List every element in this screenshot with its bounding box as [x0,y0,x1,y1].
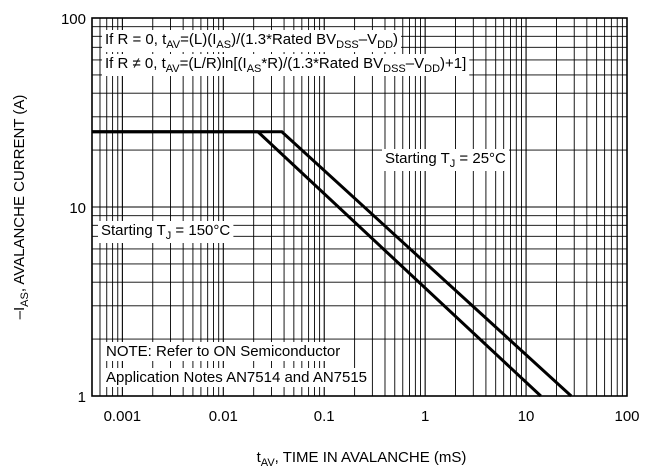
annotations: If R = 0, tAV=(L)(IAS)/(1.3*Rated BVDSS–… [101,31,506,386]
axis-labels: tAV, TIME IN AVALANCHE (mS) –IAS, AVALANC… [11,95,466,469]
label-tj-150: Starting TJ = 150°C [101,222,230,242]
x-axis-label: tAV, TIME IN AVALANCHE (mS) [257,449,467,469]
series-line-2 [92,130,542,398]
y-tick-label: 10 [69,200,86,217]
plot-border [91,17,628,397]
note-line-2: Application Notes AN7514 and AN7515 [106,369,367,386]
x-tick-label: 10 [518,408,535,425]
x-tick-label: 0.01 [209,408,238,425]
x-tick-labels: 0.001 0.01 0.1 1 10 100 [104,408,640,425]
y-axis-label: –IAS, AVALANCHE CURRENT (A) [11,95,31,320]
label-tj-25: Starting TJ = 25°C [385,150,506,170]
y-tick-label: 1 [78,389,86,406]
x-tick-label: 0.1 [314,408,335,425]
series-lines [92,130,573,398]
y-tick-labels: 1 10 100 [61,11,86,406]
formula-r-nonzero: If R ≠ 0, tAV=(L/R)ln[(IAS*R)/(1.3*Rated… [105,55,466,75]
x-tick-label: 0.001 [104,408,142,425]
grid [92,18,627,396]
annotation-backgrounds [98,30,510,387]
label-background [102,54,470,76]
label-background [103,368,371,387]
label-background [102,30,402,52]
formula-r-zero: If R = 0, tAV=(L)(IAS)/(1.3*Rated BVDSS–… [105,31,398,51]
plot-frame [91,17,628,397]
label-background [103,342,344,361]
x-tick-label: 1 [421,408,429,425]
label-background [382,149,510,171]
label-background [98,221,234,243]
y-tick-label: 100 [61,11,86,28]
x-tick-label: 100 [614,408,639,425]
note-line-1: NOTE: Refer to ON Semiconductor [106,343,340,360]
